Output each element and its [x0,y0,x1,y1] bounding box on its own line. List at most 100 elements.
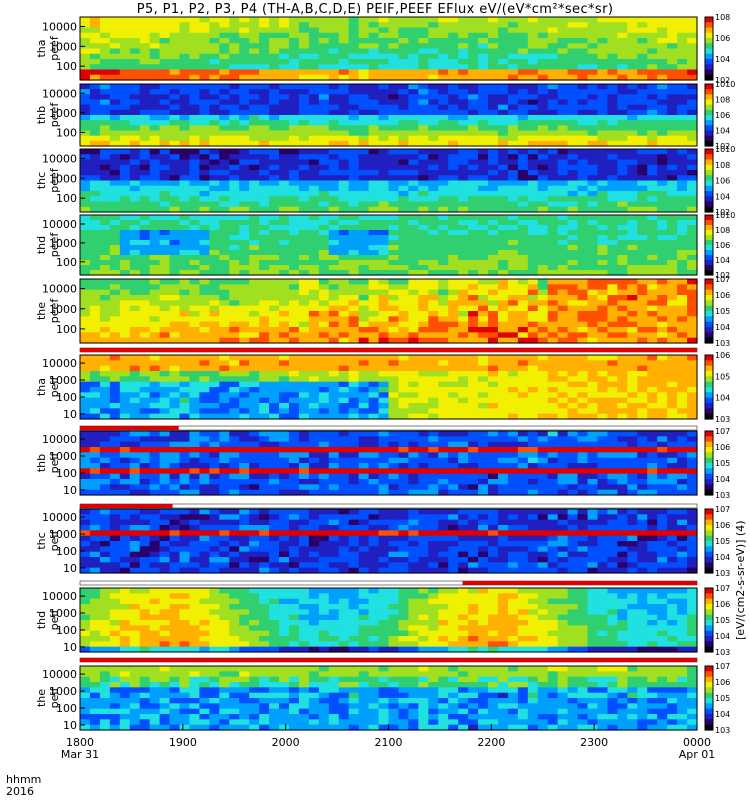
colorbar-step [705,245,713,249]
heatmap-cell [308,89,320,95]
heatmap-cell [428,43,439,50]
heatmap-cell [308,250,320,256]
heatmap-cell [199,225,210,231]
heatmap-cell [318,115,330,121]
heatmap-cell [298,245,310,251]
heatmap-cell [249,365,260,372]
heatmap-cell [527,170,539,176]
heatmap-cell [99,240,111,246]
heatmap-cell [537,265,549,271]
heatmap-cell [428,279,439,285]
heatmap-cell [547,376,559,383]
heatmap-cell [169,376,181,383]
colorbar-step [705,260,713,264]
heatmap-cell [358,270,370,276]
heatmap-cell [507,201,519,208]
heatmap-cell [298,201,310,208]
heatmap-cell [80,84,91,90]
heatmap-cell [627,250,638,256]
heatmap-cell [497,64,509,71]
heatmap-cell [288,125,300,132]
heatmap-cell [80,270,91,276]
heatmap-cell [279,408,290,415]
heatmap-cell [318,38,330,44]
heatmap-cell [199,53,210,60]
heatmap-cell [587,235,599,241]
heatmap-cell [338,413,350,420]
heatmap-cell [149,22,161,29]
heatmap-cell [139,170,151,176]
heatmap-cell [478,332,489,339]
heatmap-cell [597,99,609,106]
heatmap-cell [209,371,220,377]
heatmap-cell [418,104,429,111]
heatmap-cell [89,38,101,44]
heatmap-cell [199,321,210,328]
heatmap-cell [468,149,479,155]
heatmap-cell [338,215,350,221]
heatmap-cell [627,215,638,221]
heatmap-cell [458,99,469,106]
heatmap-cell [80,164,91,171]
heatmap-cell [89,225,101,231]
heatmap-cell [159,43,171,50]
heatmap-cell [657,32,668,39]
heatmap-cell [547,360,559,367]
heatmap-cell [338,260,350,266]
heatmap-cell [109,125,121,132]
heatmap-cell [657,245,668,251]
heatmap-cell [388,149,400,155]
heatmap-cell [488,130,499,137]
heatmap-cell [209,164,220,171]
heatmap-cell [478,360,489,367]
heatmap-cell [219,53,230,60]
heatmap-cell [129,94,141,101]
heatmap-cell [398,235,409,241]
heatmap-cell [209,38,220,44]
heatmap-cell [109,109,121,116]
heatmap-cell [189,260,201,266]
heatmap-cell [219,332,230,339]
heatmap-cell [328,125,340,132]
heatmap-cell [129,230,141,236]
heatmap-cell [587,164,599,171]
heatmap-cell [298,115,310,121]
heatmap-cell [378,140,390,147]
heatmap-cell [209,441,220,448]
heatmap-cell [318,235,330,241]
heatmap-cell [378,64,390,71]
heatmap-cell [279,48,290,55]
heatmap-cell [269,479,280,485]
heatmap-cell [388,270,400,276]
heatmap-cell [328,270,340,276]
heatmap-cell [408,265,419,271]
heatmap-cell [199,381,210,388]
heatmap-cell [458,175,469,182]
heatmap-cell [229,289,240,296]
y-tick-label: 100 [56,323,77,336]
heatmap-cell [159,436,171,443]
heatmap-cell [99,321,111,328]
heatmap-cell [129,371,141,377]
heatmap-cell [288,170,300,176]
heatmap-cell [517,295,529,301]
heatmap-cell [169,479,181,485]
heatmap-cell [667,321,678,328]
heatmap-cell [80,89,91,95]
heatmap-cell [458,22,469,29]
heatmap-cell [398,413,409,420]
heatmap-cell [318,245,330,251]
heatmap-cell [448,225,459,231]
heatmap-cell [398,159,409,166]
heatmap-cell [209,225,220,231]
heatmap-cell [497,360,509,367]
heatmap-cell [219,196,230,203]
heatmap-cell [249,170,260,176]
heatmap-cell [338,220,350,226]
heatmap-cell [607,321,618,328]
heatmap-cell [657,332,668,339]
heatmap-cell [139,436,151,443]
heatmap-cell [587,295,599,301]
heatmap-cell [189,94,201,101]
heatmap-cell [458,17,469,23]
